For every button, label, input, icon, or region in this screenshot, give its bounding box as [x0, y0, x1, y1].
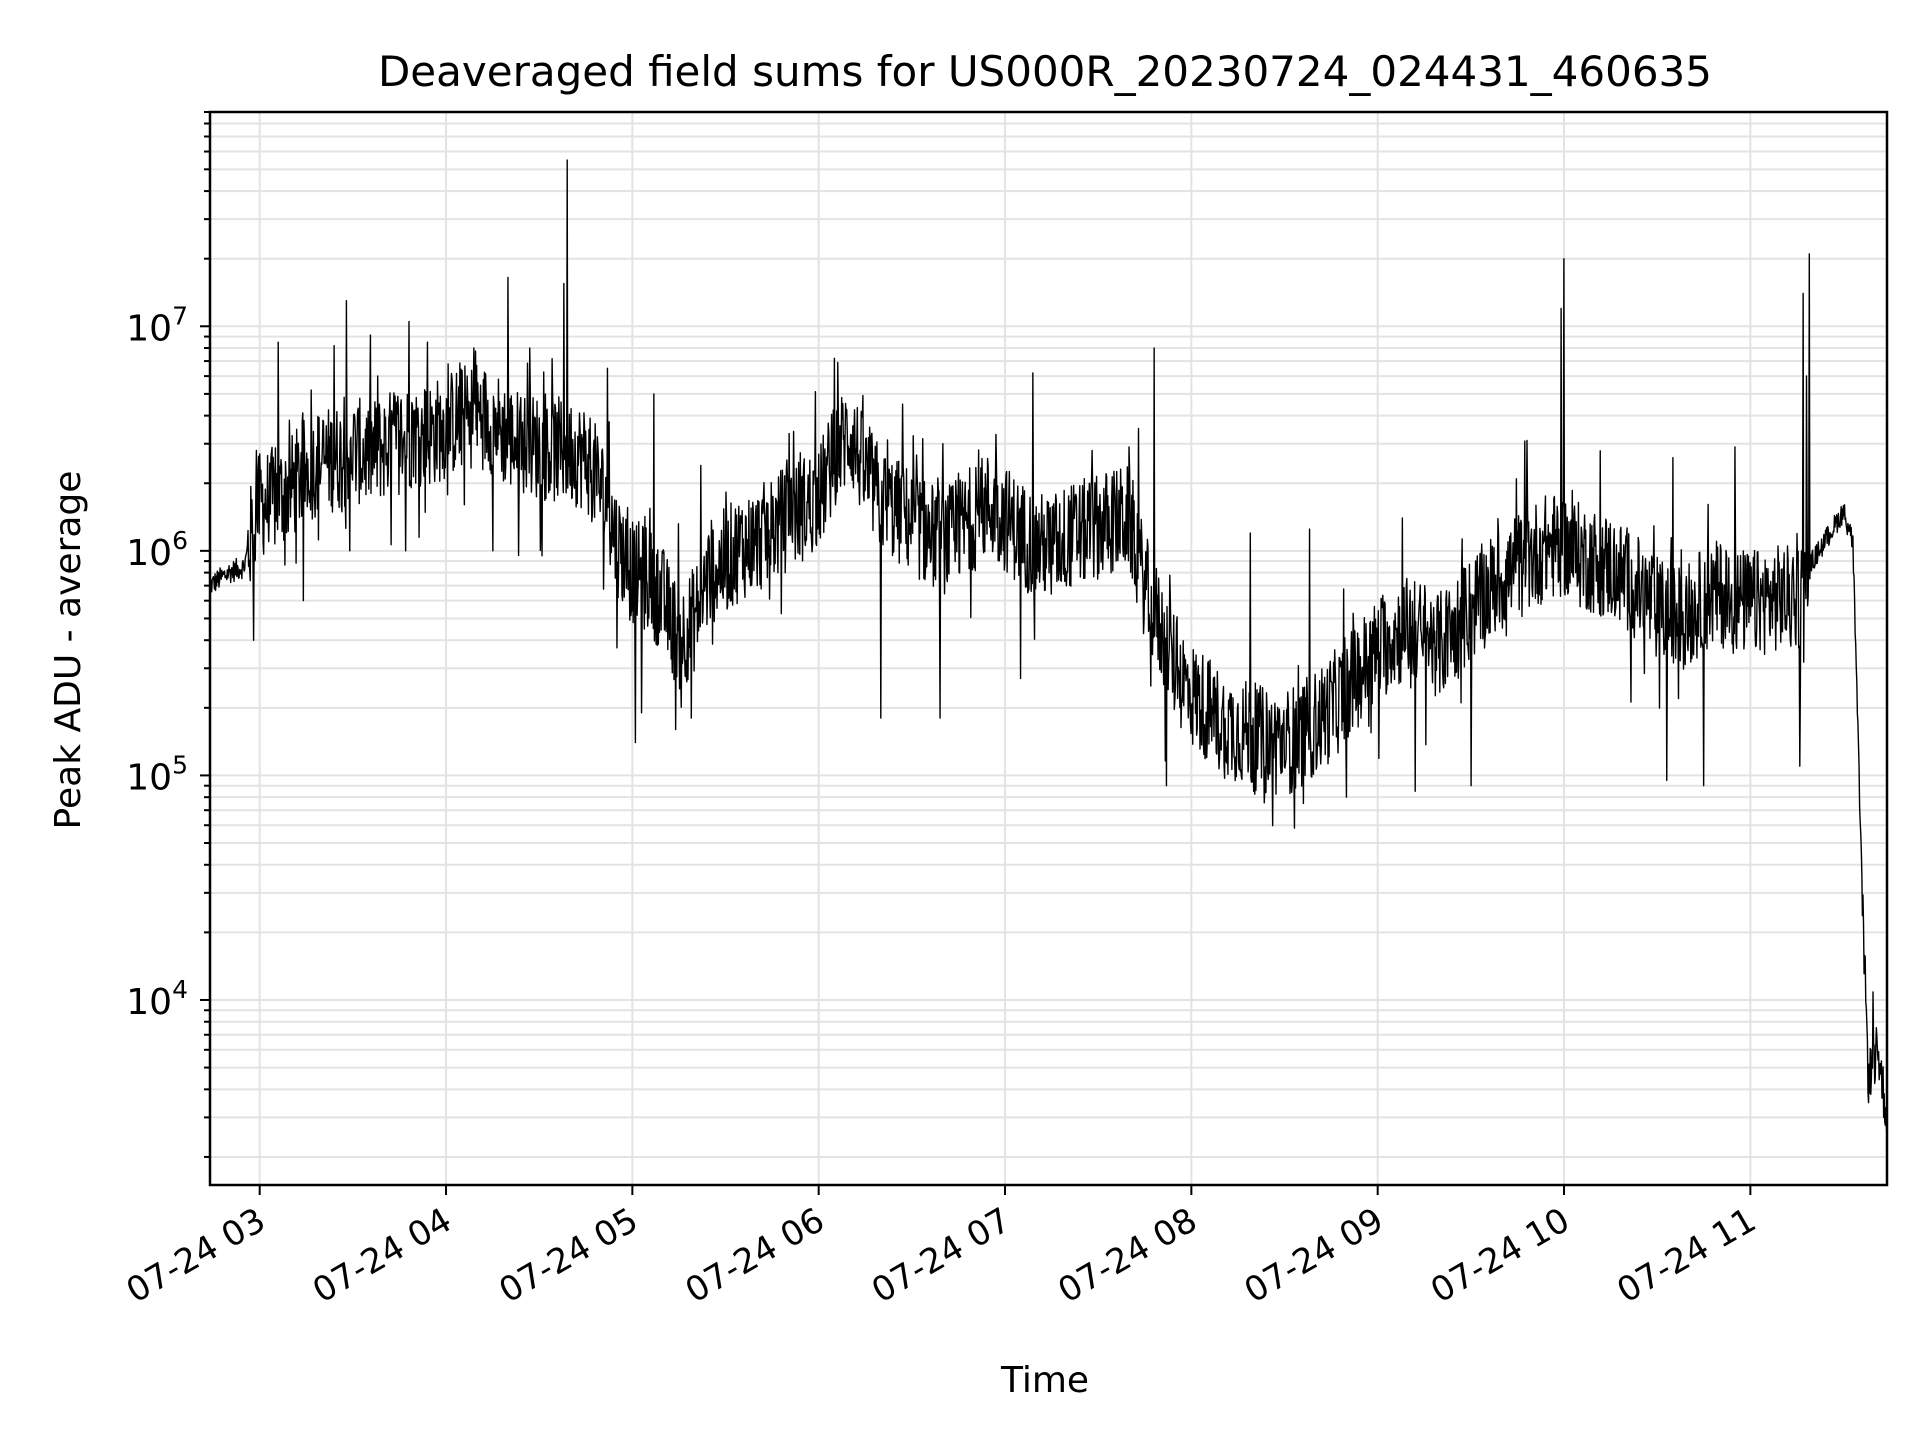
- y-tick-label: 104: [126, 975, 188, 1023]
- x-axis-label: Time: [1000, 1360, 1089, 1401]
- plot-area-frame: [208, 110, 1889, 1187]
- y-axis-label: Peak ADU - average: [48, 471, 89, 830]
- series-line: [209, 159, 1888, 1138]
- y-tick-label: 105: [126, 750, 188, 798]
- chart-title: Deaveraged field sums for US000R_2023072…: [378, 47, 1712, 96]
- y-tick-label: 107: [126, 301, 188, 349]
- series-layer: [209, 159, 1888, 1138]
- y-tick-label: 106: [126, 526, 188, 574]
